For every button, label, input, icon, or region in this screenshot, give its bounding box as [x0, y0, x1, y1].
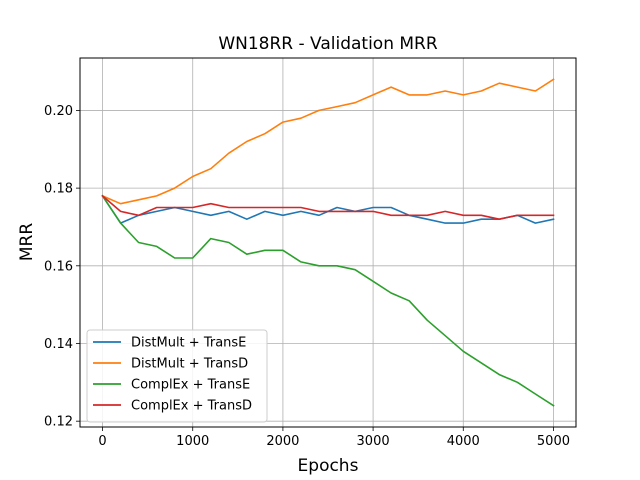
legend-label: ComplEx + TransD: [131, 399, 252, 414]
legend: DistMult + TransE DistMult + TransD ComplE…: [86, 329, 268, 423]
x-tick-label: 5000: [537, 434, 570, 449]
x-tick-label: 3000: [357, 434, 390, 449]
y-axis-label: MRR: [17, 223, 37, 261]
legend-label: DistMult + TransE: [131, 336, 246, 351]
y-tick-label: 0.14: [44, 337, 73, 352]
series-line-3: [101, 194, 555, 407]
y-tick-label: 0.16: [44, 259, 73, 274]
legend-label: DistMult + TransD: [131, 357, 248, 372]
axis-ticks: 0 1000 2000 3000 4000 5000 0.12 0.14 0.16 0.18 0.2…: [44, 104, 570, 449]
series-lines: [101, 78, 555, 407]
plot-frame: [79, 57, 577, 428]
chart-title: WN18RR - Validation MRR: [218, 34, 438, 54]
legend-label: ComplEx + TransE: [131, 378, 250, 393]
y-tick-label: 0.20: [44, 104, 73, 119]
x-tick-label: 2000: [266, 434, 299, 449]
x-tick-label: 1000: [176, 434, 209, 449]
y-tick-label: 0.18: [44, 182, 73, 197]
y-tick-label: 0.12: [44, 415, 73, 430]
series-line-4: [101, 194, 555, 220]
legend-box: [86, 329, 268, 423]
x-tick-label: 4000: [447, 434, 480, 449]
x-axis-label: Epochs: [298, 456, 359, 476]
series-line-2: [101, 78, 555, 205]
x-tick-label: 0: [98, 434, 106, 449]
